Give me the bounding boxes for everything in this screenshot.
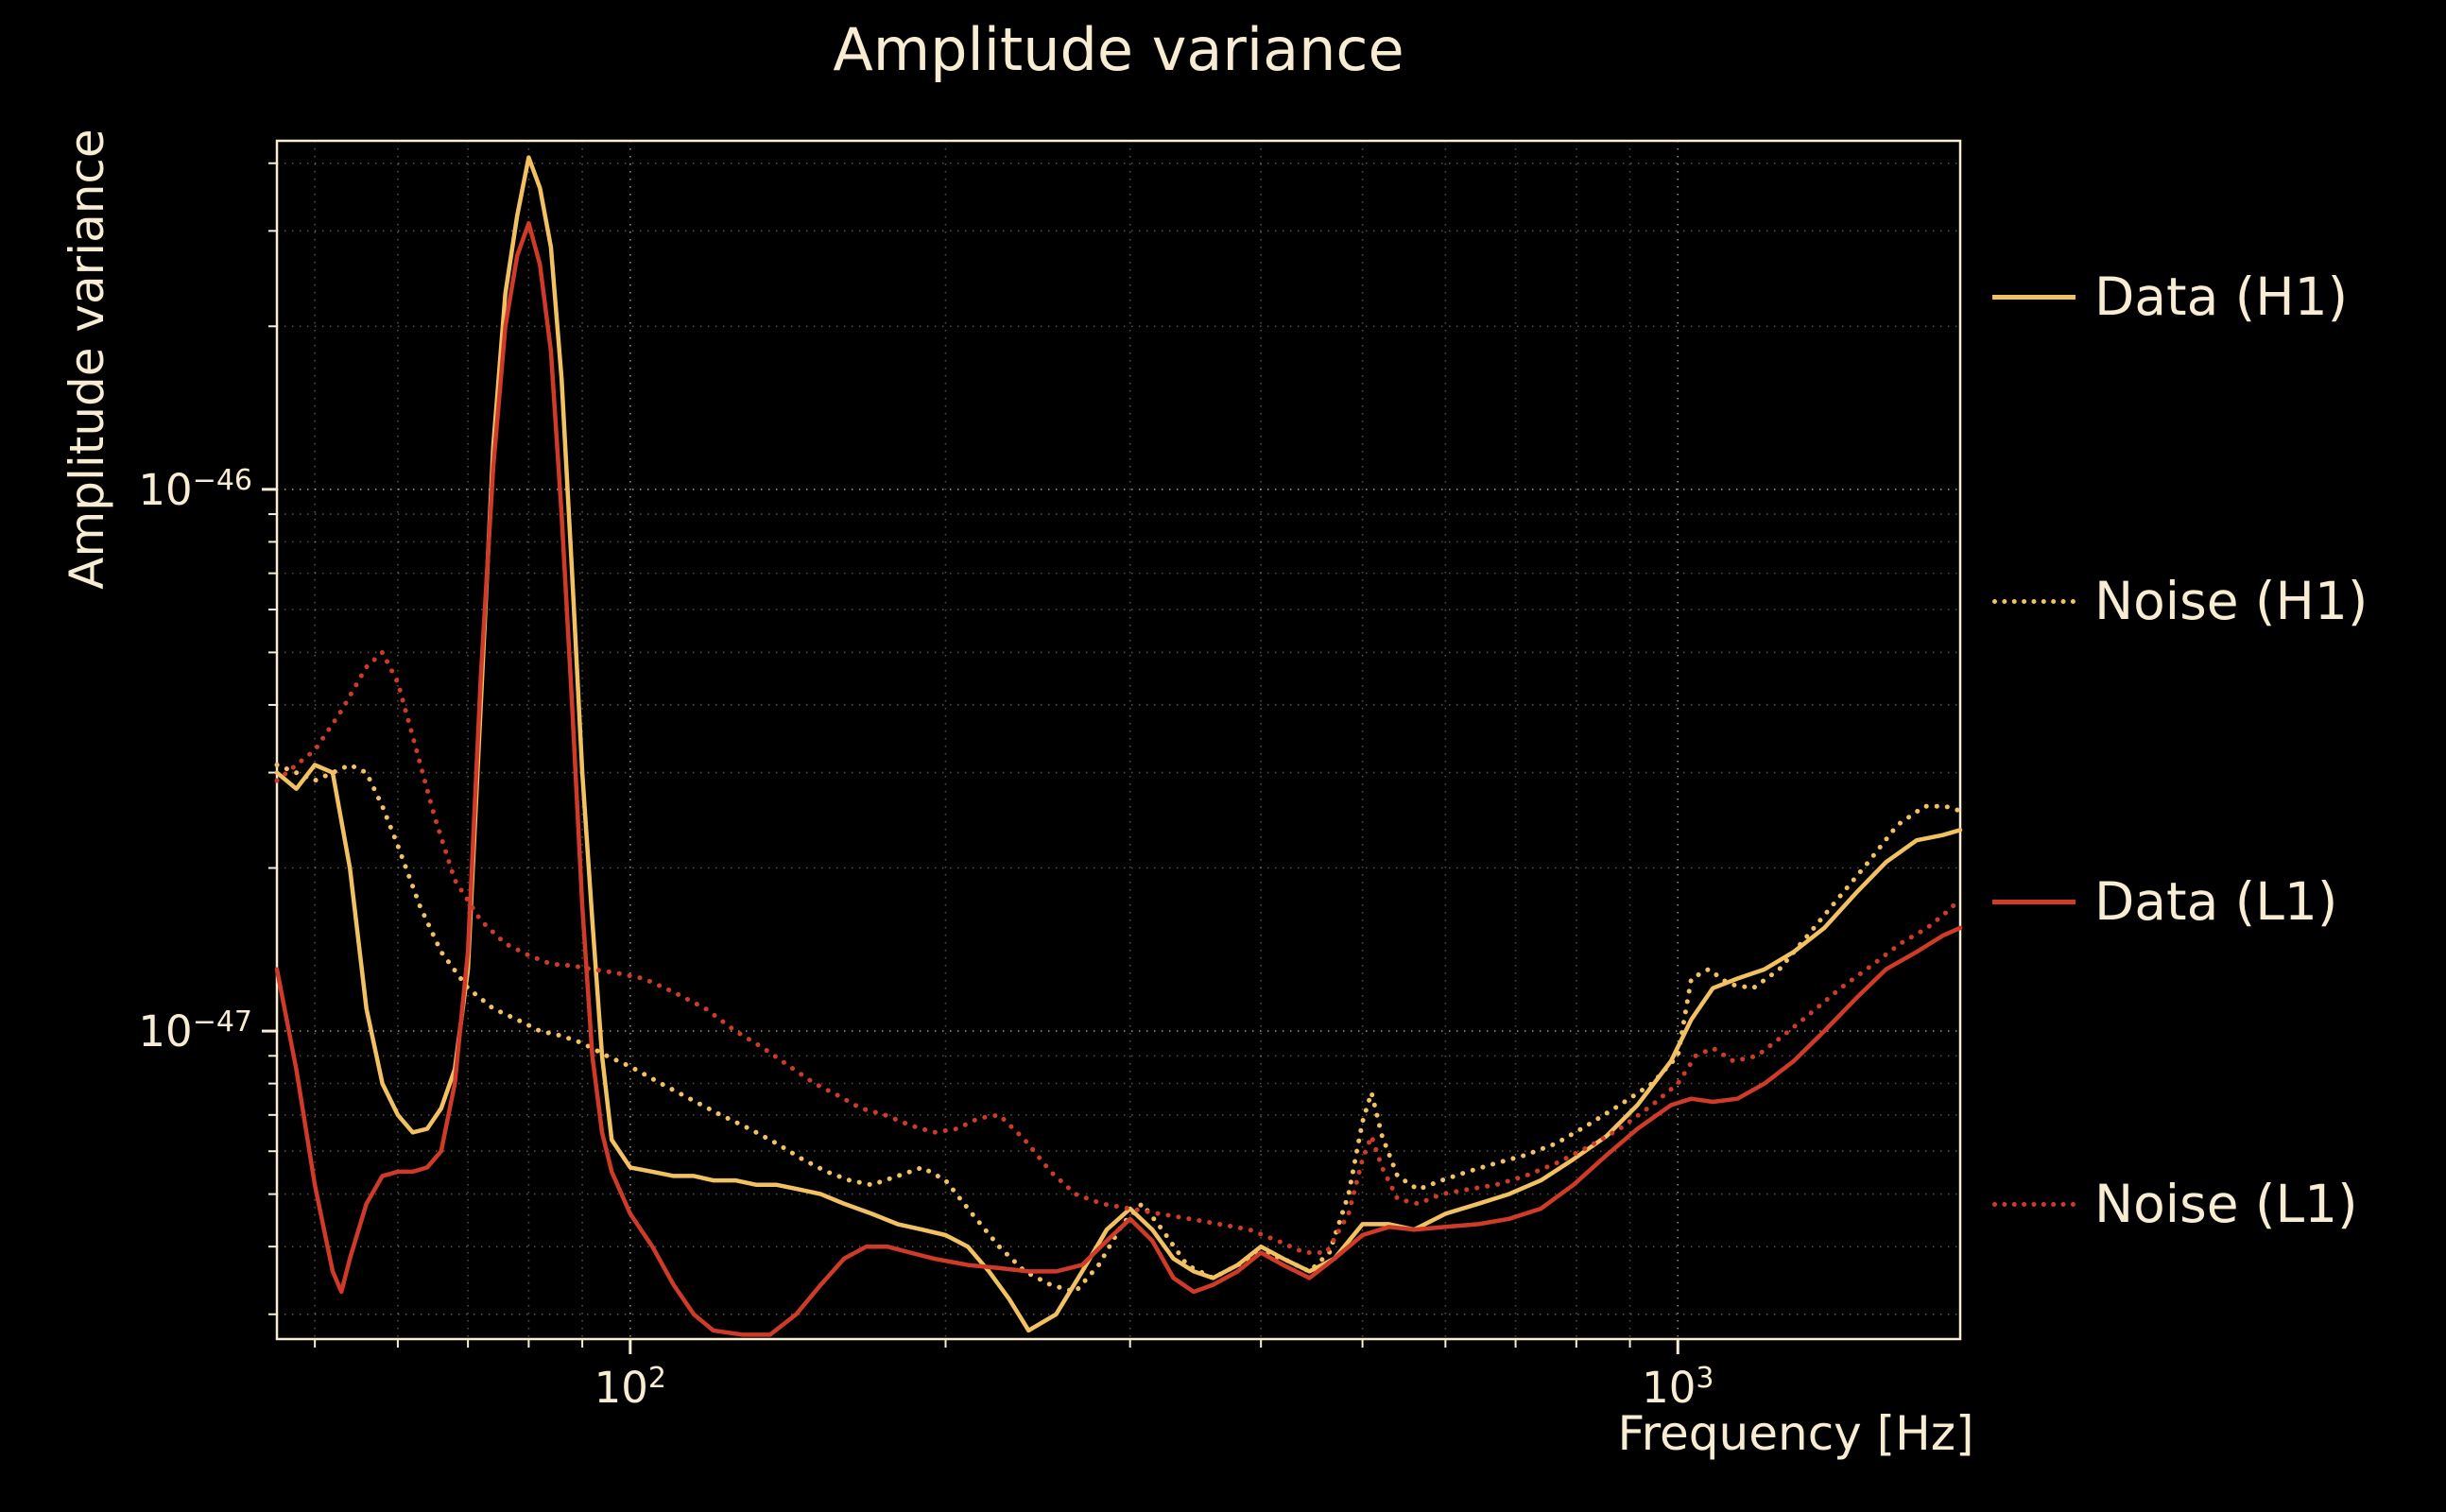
legend-line-sample-solid-h1 xyxy=(1992,294,2076,300)
y-tick-label: 10−46 xyxy=(138,463,252,515)
plot-frame xyxy=(275,139,1962,1341)
legend-entry-noise-h1: Noise (H1) xyxy=(1992,571,2368,631)
x-tick-label: 103 xyxy=(1642,1362,1714,1413)
y-axis-label: Amplitude variance xyxy=(60,129,114,590)
legend-label: Data (H1) xyxy=(2094,266,2349,327)
legend-label: Noise (L1) xyxy=(2094,1174,2358,1234)
legend-entry-data-l1: Data (L1) xyxy=(1992,871,2337,932)
y-tick-label: 10−47 xyxy=(138,1005,252,1057)
series-line-data-l1 xyxy=(274,220,1963,1337)
legend: Data (H1) Noise (H1) Data (L1) Noise (L1… xyxy=(1992,0,2446,1512)
x-tick-label: 102 xyxy=(594,1362,666,1413)
legend-line-sample-dotted-l1 xyxy=(1992,1201,2076,1207)
legend-entry-noise-l1: Noise (L1) xyxy=(1992,1174,2358,1234)
legend-label: Noise (H1) xyxy=(2094,571,2368,631)
legend-line-sample-dotted-h1 xyxy=(1992,598,2076,604)
legend-line-sample-solid-l1 xyxy=(1992,899,2076,904)
legend-label: Data (L1) xyxy=(2094,871,2338,932)
series-line-noise-l1 xyxy=(274,649,1963,1255)
x-axis-label: Frequency [Hz] xyxy=(1617,1406,1974,1461)
chart-title: Amplitude variance xyxy=(833,15,1404,84)
legend-entry-data-h1: Data (H1) xyxy=(1992,266,2348,327)
